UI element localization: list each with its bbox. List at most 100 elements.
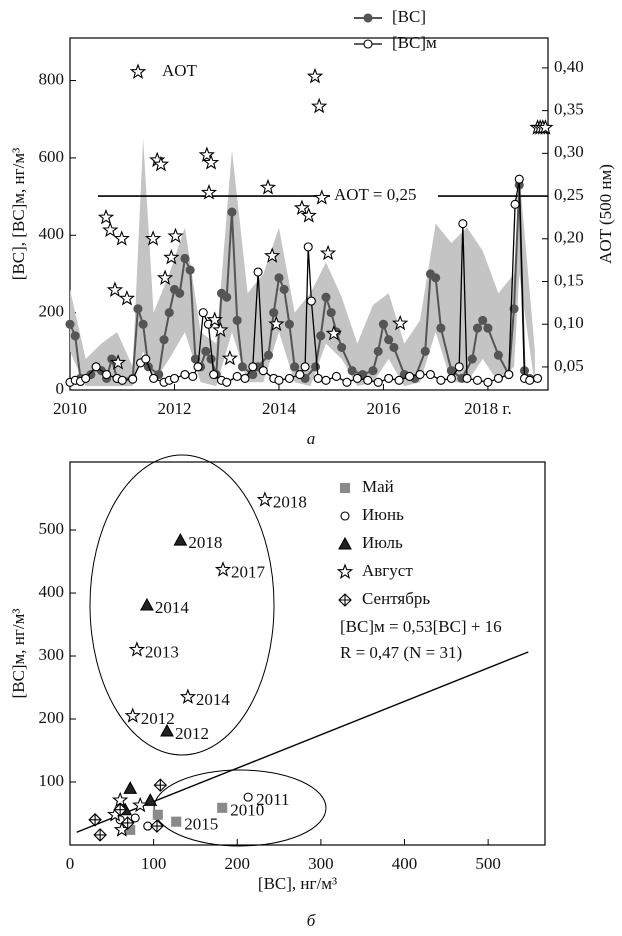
point <box>259 178 277 195</box>
point <box>185 265 195 275</box>
point <box>493 373 503 383</box>
point <box>240 373 250 383</box>
point <box>175 288 185 298</box>
point <box>133 304 143 314</box>
point <box>378 319 388 329</box>
x-tick-label: 100 <box>141 854 167 873</box>
point <box>342 377 352 387</box>
point <box>171 816 182 827</box>
point <box>472 323 483 333</box>
point <box>295 369 305 380</box>
point-label: 2014 <box>155 598 190 617</box>
point <box>269 308 279 318</box>
point-label: 2018 <box>188 533 222 552</box>
point <box>169 373 180 383</box>
point <box>144 230 162 246</box>
range-band <box>70 138 535 387</box>
point <box>160 723 174 737</box>
point <box>102 369 112 380</box>
point <box>152 809 163 820</box>
y-tick-label: 100 <box>39 771 65 790</box>
point <box>303 242 313 252</box>
y2-tick-label: 0,20 <box>554 228 584 247</box>
point <box>140 597 154 611</box>
point <box>284 319 294 329</box>
point <box>198 146 215 162</box>
x-tick-label: 500 <box>475 854 501 873</box>
point <box>120 816 135 830</box>
x-tick-label: 0 <box>66 854 75 873</box>
point <box>118 290 136 306</box>
x-tick-label: 300 <box>308 854 334 873</box>
point <box>384 335 394 345</box>
point <box>300 207 317 223</box>
point-label: 2012 <box>175 724 209 743</box>
y-tick-label: 200 <box>39 302 65 321</box>
point <box>81 373 91 383</box>
point <box>310 362 321 372</box>
x-tick-label: 2010 <box>53 399 87 418</box>
point <box>415 369 425 380</box>
point <box>248 362 258 372</box>
series-line <box>69 184 531 381</box>
legend-label: AOT <box>162 61 198 80</box>
point <box>352 373 362 383</box>
point-label: 2018 <box>273 493 307 512</box>
y2-tick-label: 0,35 <box>554 100 584 119</box>
point <box>163 249 180 265</box>
point <box>93 828 107 842</box>
point <box>313 373 323 383</box>
point <box>102 221 119 238</box>
point <box>123 781 138 794</box>
y-axis-label: [BC]м, нг/м³ <box>9 609 28 699</box>
point <box>209 369 219 380</box>
point <box>483 323 493 333</box>
point <box>431 273 441 283</box>
legend-marker <box>340 511 350 521</box>
point <box>263 350 274 360</box>
point <box>232 371 242 382</box>
point <box>143 793 158 806</box>
y-tick-label: 300 <box>39 645 65 664</box>
point <box>420 346 430 356</box>
point <box>436 375 446 385</box>
y-tick-label: 0 <box>56 379 65 398</box>
point <box>222 377 232 387</box>
fit-equation: [BC]м = 0,53[BC] + 16 <box>340 617 502 636</box>
point <box>537 119 554 135</box>
point <box>222 292 232 302</box>
legend-marker <box>338 593 352 607</box>
point <box>319 244 337 261</box>
point <box>392 314 409 331</box>
legend-marker <box>363 39 373 49</box>
point-label: 2010 <box>230 801 264 820</box>
x-tick-label: 2014 <box>262 399 297 418</box>
y2-tick-label: 0,25 <box>554 185 584 204</box>
caption: а <box>307 429 316 448</box>
legend-label: Май <box>362 477 394 496</box>
point <box>310 97 328 114</box>
x-tick-label: 2018 г. <box>464 399 512 418</box>
point <box>243 792 253 802</box>
point <box>394 375 404 385</box>
legend-label: Август <box>362 561 413 580</box>
legend-label: Июнь <box>362 505 404 524</box>
point <box>478 315 488 325</box>
y2-tick-label: 0,30 <box>554 142 584 161</box>
y2-tick-label: 0,10 <box>554 313 584 332</box>
point <box>493 350 503 360</box>
point <box>193 362 203 372</box>
y-axis-label: [BC], [BC]м, нг/м³ <box>9 148 28 280</box>
point <box>306 67 324 84</box>
point <box>214 561 232 577</box>
point-label: 2013 <box>145 643 179 662</box>
point <box>113 802 127 817</box>
point <box>237 362 247 372</box>
point-label: 2012 <box>141 709 175 728</box>
point <box>153 778 168 792</box>
point <box>274 273 284 283</box>
point <box>337 342 347 353</box>
point-label: 2014 <box>196 690 231 709</box>
point <box>425 369 436 380</box>
